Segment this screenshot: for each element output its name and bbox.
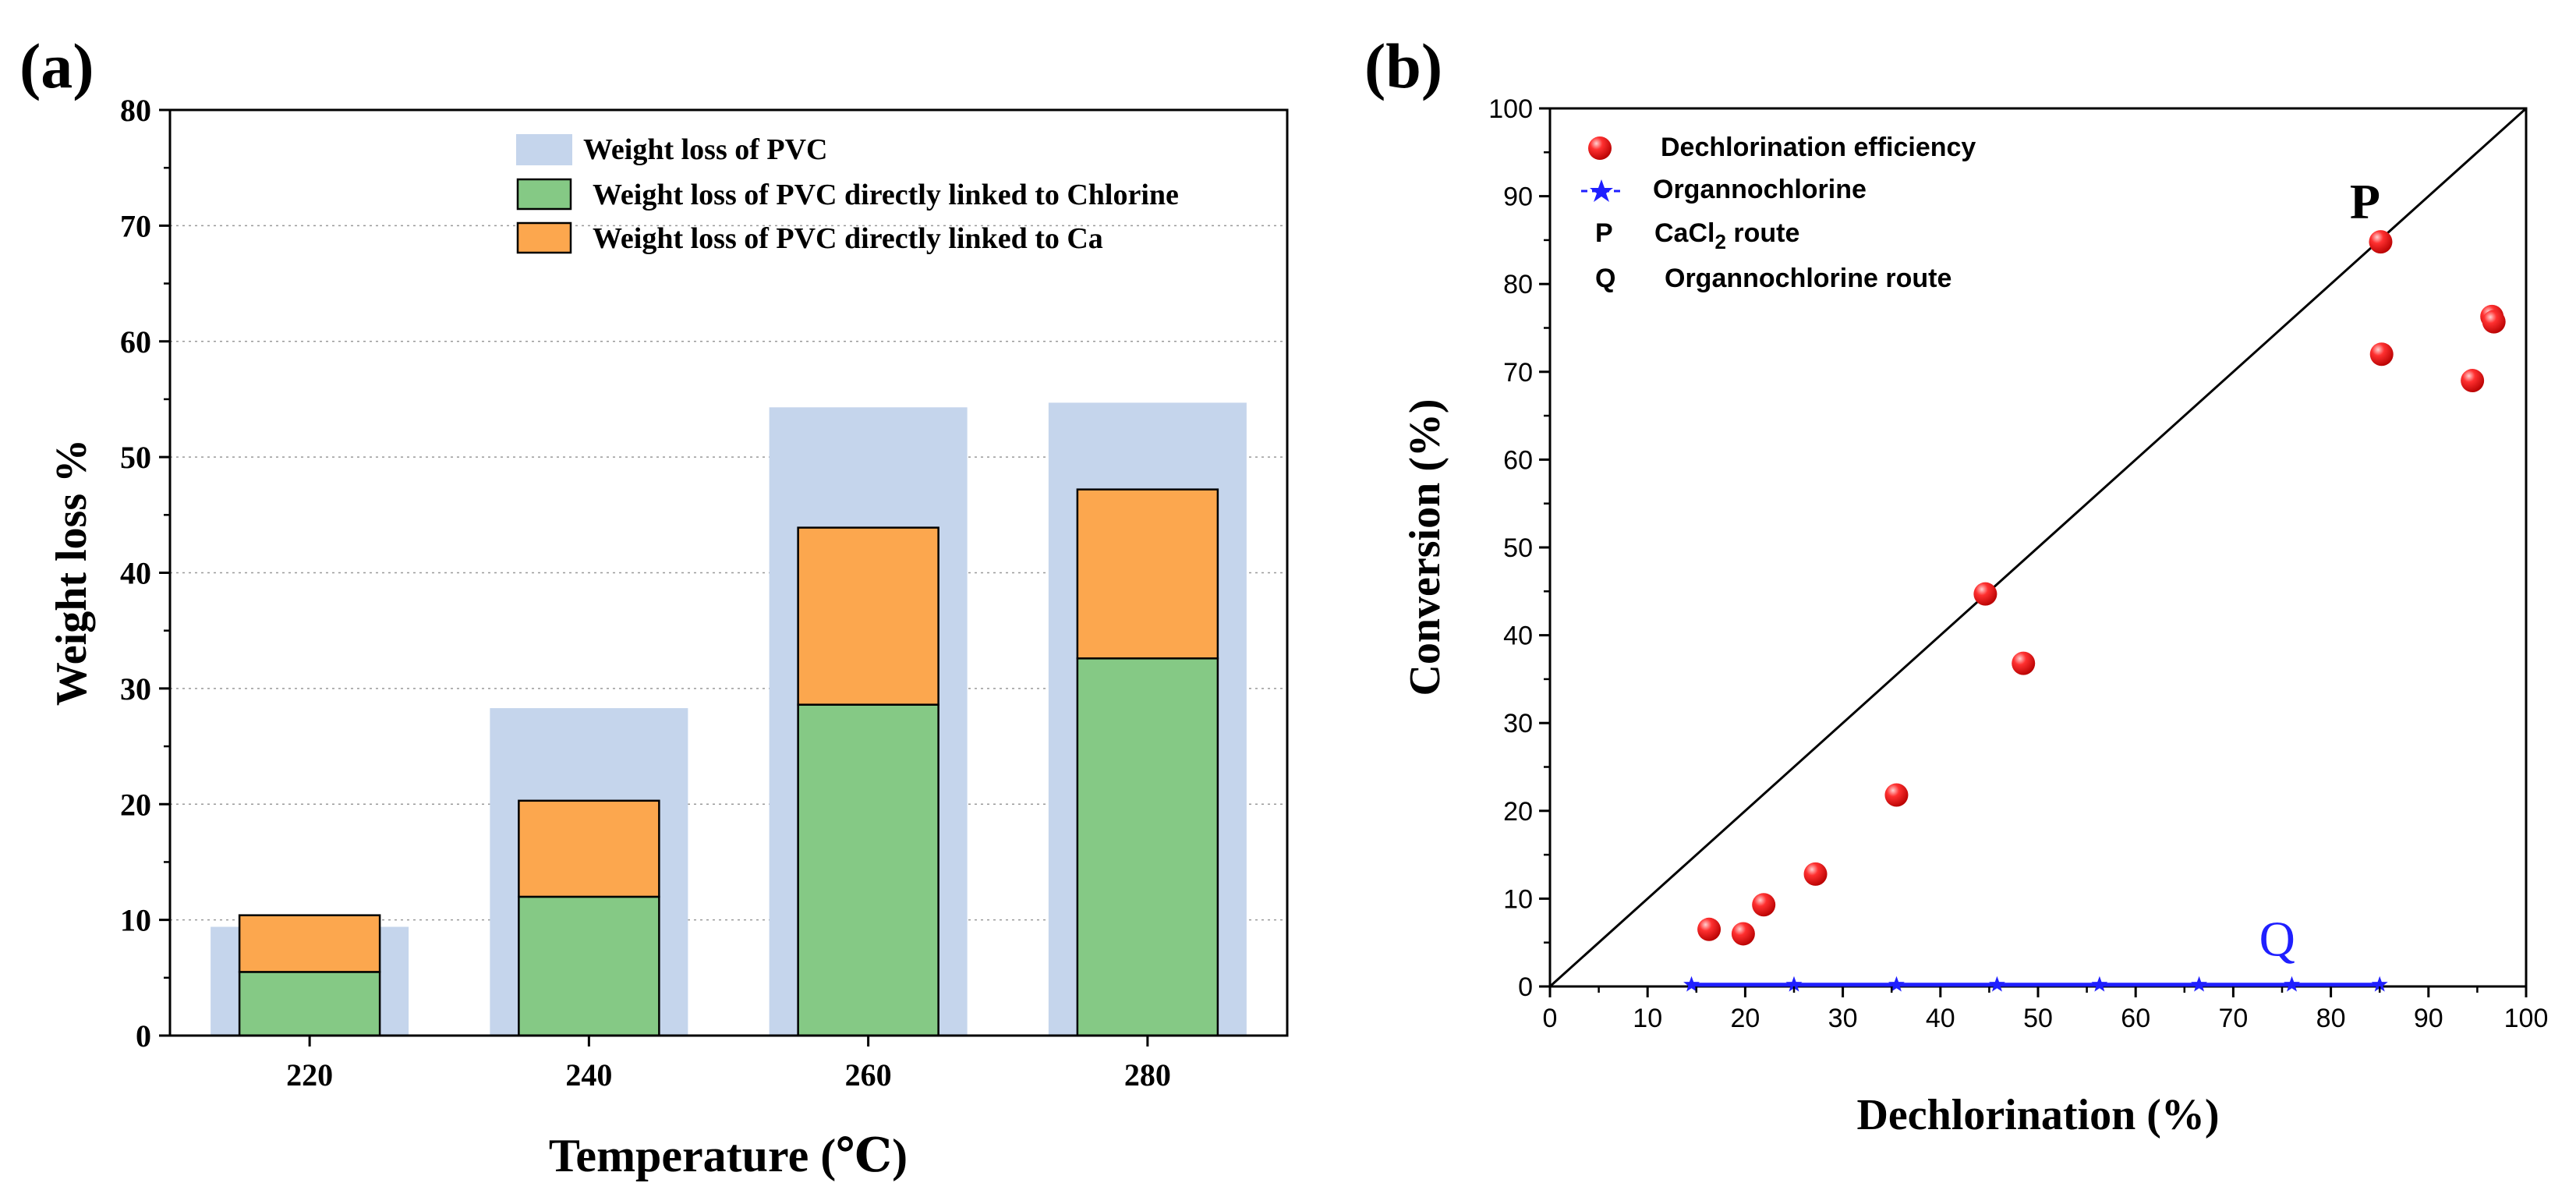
dechlorination-efficiency-point	[1752, 893, 1776, 917]
dechlorination-efficiency-point	[1803, 862, 1828, 886]
y-tick-label: 70	[1503, 358, 1533, 388]
annotation-q: Q	[2259, 912, 2295, 967]
organnochlorine-point	[2284, 976, 2300, 992]
y-tick-label: 30	[1503, 709, 1533, 738]
y-tick-label: 60	[120, 324, 151, 359]
legend-swatch-ca	[516, 221, 572, 254]
x-tick-label: 100	[2504, 1004, 2549, 1033]
organnochlorine-point	[1683, 976, 1700, 992]
organnochlorine-point	[1785, 976, 1803, 992]
y-tick-label: 60	[1503, 445, 1533, 475]
y-tick-label: 100	[1488, 94, 1533, 124]
legend-key-q: Q	[1595, 264, 1615, 293]
legend-label-pvc: Weight loss of PVC	[583, 133, 828, 166]
panel-b: (b) 0 10 20 30 40 50 60 70 80 90 100 0 10 20 30 40 50 60…	[1364, 30, 2548, 1139]
panel-a-label: (a)	[19, 30, 94, 101]
annotation-p: P	[2350, 174, 2380, 229]
legend-key-p: P	[1595, 218, 1613, 248]
x-tick-label: 280	[1124, 1057, 1171, 1093]
x-tick-label: 260	[845, 1057, 892, 1093]
bar-ca	[238, 914, 381, 973]
panel-b-y-axis: 0 10 20 30 40 50 60 70 80 90 100	[1488, 94, 1550, 1002]
panel-a-bars	[211, 402, 1247, 1037]
y-tick-label: 20	[120, 787, 151, 822]
dechlorination-efficiency-series	[1697, 230, 2506, 946]
bar-chlorine	[797, 703, 939, 1037]
panel-b-legend: Dechlorination efficiency Organnochlorin…	[1581, 133, 1976, 293]
y-tick-label: 70	[120, 208, 151, 243]
y-tick-label: 80	[1503, 270, 1533, 299]
dechlorination-efficiency-point	[2369, 230, 2393, 254]
y-tick-label: 40	[120, 556, 151, 591]
organnochlorine-series	[1683, 976, 2388, 992]
bar-chlorine	[1076, 657, 1219, 1037]
panel-b-x-axis: 0 10 20 30 40 50 60 70 80 90 100	[1543, 986, 2549, 1033]
panel-b-ylabel: Conversion (%)	[1401, 398, 1449, 696]
legend-swatch-pvc	[516, 134, 572, 165]
organnochlorine-point	[1888, 976, 1905, 992]
dechlorination-efficiency-point	[1884, 783, 1909, 807]
dechlorination-efficiency-point	[2461, 369, 2485, 393]
bar-chlorine	[518, 895, 660, 1037]
legend-label-organnochlorine-route: Organnochlorine route	[1665, 264, 1951, 293]
bar-ca	[518, 799, 660, 898]
bar-ca	[797, 526, 939, 706]
legend-label-dechlorination-efficiency: Dechlorination efficiency	[1661, 133, 1976, 162]
legend-label-cacl2-route: CaCl2 route	[1654, 218, 1799, 253]
x-tick-label: 90	[2414, 1004, 2443, 1033]
panel-b-xlabel: Dechlorination (%)	[1856, 1091, 2219, 1139]
y-tick-label: 40	[1503, 622, 1533, 651]
organnochlorine-point	[2371, 976, 2388, 992]
y-tick-label: 50	[120, 440, 151, 475]
x-tick-label: 220	[286, 1057, 333, 1093]
panel-a-legend: Weight loss of PVC Weight loss of PVC di…	[516, 133, 1179, 255]
y-tick-label: 90	[1503, 182, 1533, 212]
dechlorination-efficiency-point	[2482, 310, 2506, 334]
panel-a-x-axis: 220 240 260 280	[286, 1036, 1171, 1093]
dechlorination-efficiency-point	[2012, 651, 2036, 675]
x-tick-label: 20	[1730, 1004, 1760, 1033]
panel-b-label: (b)	[1364, 30, 1442, 101]
legend-label-ca: Weight loss of PVC directly linked to Ca	[593, 222, 1103, 255]
organnochlorine-point	[2191, 976, 2207, 992]
panel-a-ylabel: Weight loss %	[48, 439, 96, 706]
legend-marker-red-sphere	[1588, 136, 1612, 160]
legend-marker-blue-star	[1581, 179, 1622, 202]
dechlorination-efficiency-point	[1973, 582, 1997, 606]
y-tick-label: 10	[120, 903, 151, 938]
panel-a-y-axis: 0 10 20 30 40 50 60 70 80	[120, 93, 170, 1054]
x-tick-label: 80	[2316, 1004, 2346, 1033]
dechlorination-efficiency-point	[1697, 917, 1721, 941]
y-tick-label: 30	[120, 671, 151, 707]
bar-ca	[1076, 488, 1219, 660]
y-tick-label: 20	[1503, 797, 1533, 827]
y-tick-label: 10	[1503, 884, 1533, 914]
x-tick-label: 10	[1633, 1004, 1662, 1033]
x-tick-label: 60	[2121, 1004, 2150, 1033]
y-tick-label: 0	[136, 1018, 151, 1054]
x-tick-label: 240	[565, 1057, 612, 1093]
panel-a-xlabel: Temperature (℃)	[549, 1130, 908, 1181]
legend-label-chlorine: Weight loss of PVC directly linked to Ch…	[593, 179, 1179, 211]
legend-label-organnochlorine: Organnochlorine	[1653, 175, 1867, 204]
x-tick-label: 30	[1828, 1004, 1858, 1033]
reference-line-y-equals-x	[1548, 107, 2528, 988]
x-tick-label: 70	[2218, 1004, 2248, 1033]
dechlorination-efficiency-point	[1731, 922, 1755, 946]
panel-a: (a) 0 10 20 30 40 50 60 70 80 220 240 260 280 Weigh…	[19, 30, 1289, 1181]
x-tick-label: 40	[1926, 1004, 1955, 1033]
y-tick-label: 0	[1518, 972, 1533, 1002]
x-tick-label: 0	[1543, 1004, 1558, 1033]
y-tick-label: 80	[120, 93, 151, 128]
dechlorination-efficiency-point	[2369, 342, 2394, 367]
bar-chlorine	[238, 971, 381, 1037]
y-tick-label: 50	[1503, 533, 1533, 563]
x-tick-label: 50	[2023, 1004, 2053, 1033]
organnochlorine-point	[2091, 976, 2108, 992]
organnochlorine-point	[1989, 976, 2005, 992]
legend-swatch-chlorine	[516, 178, 572, 211]
